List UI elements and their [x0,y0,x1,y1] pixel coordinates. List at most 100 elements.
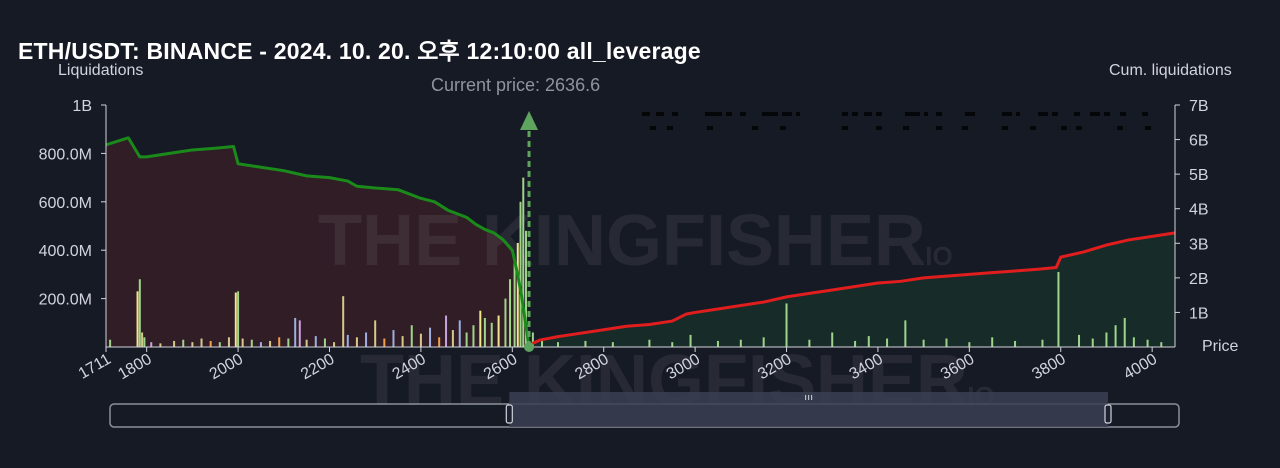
liquidation-bar [968,342,971,347]
range-handle-right[interactable] [1104,404,1112,424]
legend-dash [1142,112,1148,116]
legend-dash [842,126,848,130]
legend-dash [656,112,664,116]
liquidation-bar [429,327,432,347]
legend-dash [705,112,722,116]
liquidation-bar [401,336,404,347]
long-cum-line [105,136,531,346]
chart-title: ETH/USDT: BINANCE - 2024. 10. 20. 오후 12:… [18,38,701,64]
liquidation-bar [173,340,176,347]
liquidation-bar [541,339,544,347]
liquidation-bar [991,337,994,347]
legend-dash [1038,112,1048,116]
legend-dash [876,126,882,130]
liquidation-bar [419,333,422,347]
liquidation-bar [671,342,674,347]
liquidation-bar [945,338,948,347]
legend-dash [903,126,909,130]
liquidation-bar [716,340,719,347]
current-price-marker [520,111,539,352]
liquidation-bar [438,337,441,347]
legend-dash [762,112,778,116]
legend-dash [707,126,713,130]
liquidation-bar [1123,317,1126,347]
legend-dash [965,112,975,116]
liquidation-bar [472,325,475,347]
y-right-tick-label: 6B [1189,133,1209,150]
right-axis-title: Cum. liquidations [1109,62,1232,79]
liquidation-bar [451,330,454,347]
liquidation-bar [739,339,742,347]
liquidation-bar [831,332,834,347]
x-tick-label: 1711 [76,351,114,383]
liquidation-bar [159,343,162,347]
legend-dash [852,112,858,116]
liquidation-bar [483,317,486,347]
liquidation-bar [136,291,139,347]
liquidation-bar [150,342,153,347]
current-price-dot [524,342,535,352]
liquidation-bar [762,337,765,347]
legend-dashes [642,112,1151,130]
legend-dash [1120,112,1126,116]
y-left-tick-label: 1B [72,98,92,115]
liquidation-bar [342,296,345,347]
areas-layer [106,137,1175,347]
liquidation-bar [1132,337,1135,347]
liquidation-bar [314,336,317,347]
liquidation-bar [1057,271,1060,347]
liquidation-bar [525,230,528,347]
liquidation-bar [383,338,386,347]
liquidation-bar [509,279,512,347]
range-selector [109,392,1180,428]
liquidation-bar [234,292,237,347]
legend-dash [1090,112,1100,116]
liquidation-bar [1160,342,1163,347]
liquidation-bar [227,337,230,347]
liquidation-bar [294,317,297,347]
liquidation-bar [886,338,889,347]
liquidation-bar [191,342,194,347]
liquidation-bar [648,339,651,347]
liquidation-bar [904,320,907,347]
x-tick-label: 3800 [1029,351,1068,384]
liquidation-bar [323,338,326,347]
liquidation-bar [611,342,614,347]
liquidation-bar [200,338,203,347]
y-right-tick-label: 4B [1189,202,1209,219]
liquidation-bar [1041,339,1044,347]
legend-dash [1016,112,1020,116]
liquidation-bar [305,339,308,347]
legend-dash [782,112,792,116]
legend-dash [864,112,872,116]
legend-dash [1052,112,1058,116]
long-cum-area [106,137,529,347]
legend-dash [924,112,928,116]
liquidation-bar [1091,338,1094,347]
liquidation-bar [259,342,262,347]
y-left-tick-label: 600.0M [39,195,92,212]
liquidation-bar [557,342,560,347]
liquidation-bar [1105,332,1108,347]
watermark-text: THE KINGFISHER [318,201,926,281]
liquidation-bar [531,332,534,347]
liquidation-bar [392,330,395,347]
liquidation-bar [808,339,811,347]
short-cum-line [528,231,1176,347]
legend-dash [1076,126,1082,130]
liquidation-bar [374,320,377,347]
y-right-tick-label: 5B [1189,167,1209,184]
liquidation-bar [241,338,244,347]
liquidation-bar [522,177,525,347]
x-tick-label: 4000 [1121,351,1160,384]
range-handle-left[interactable] [505,404,513,424]
liquidation-bar [410,325,413,347]
legend-dash [726,112,732,116]
short-cum-area [528,232,1175,347]
liquidation-bars [109,177,1163,347]
legend-dash [1104,112,1110,116]
legend-dash [1117,126,1123,130]
liquidation-bar [445,315,448,347]
liquidation-bar [218,342,221,347]
legend-dash [650,126,656,130]
